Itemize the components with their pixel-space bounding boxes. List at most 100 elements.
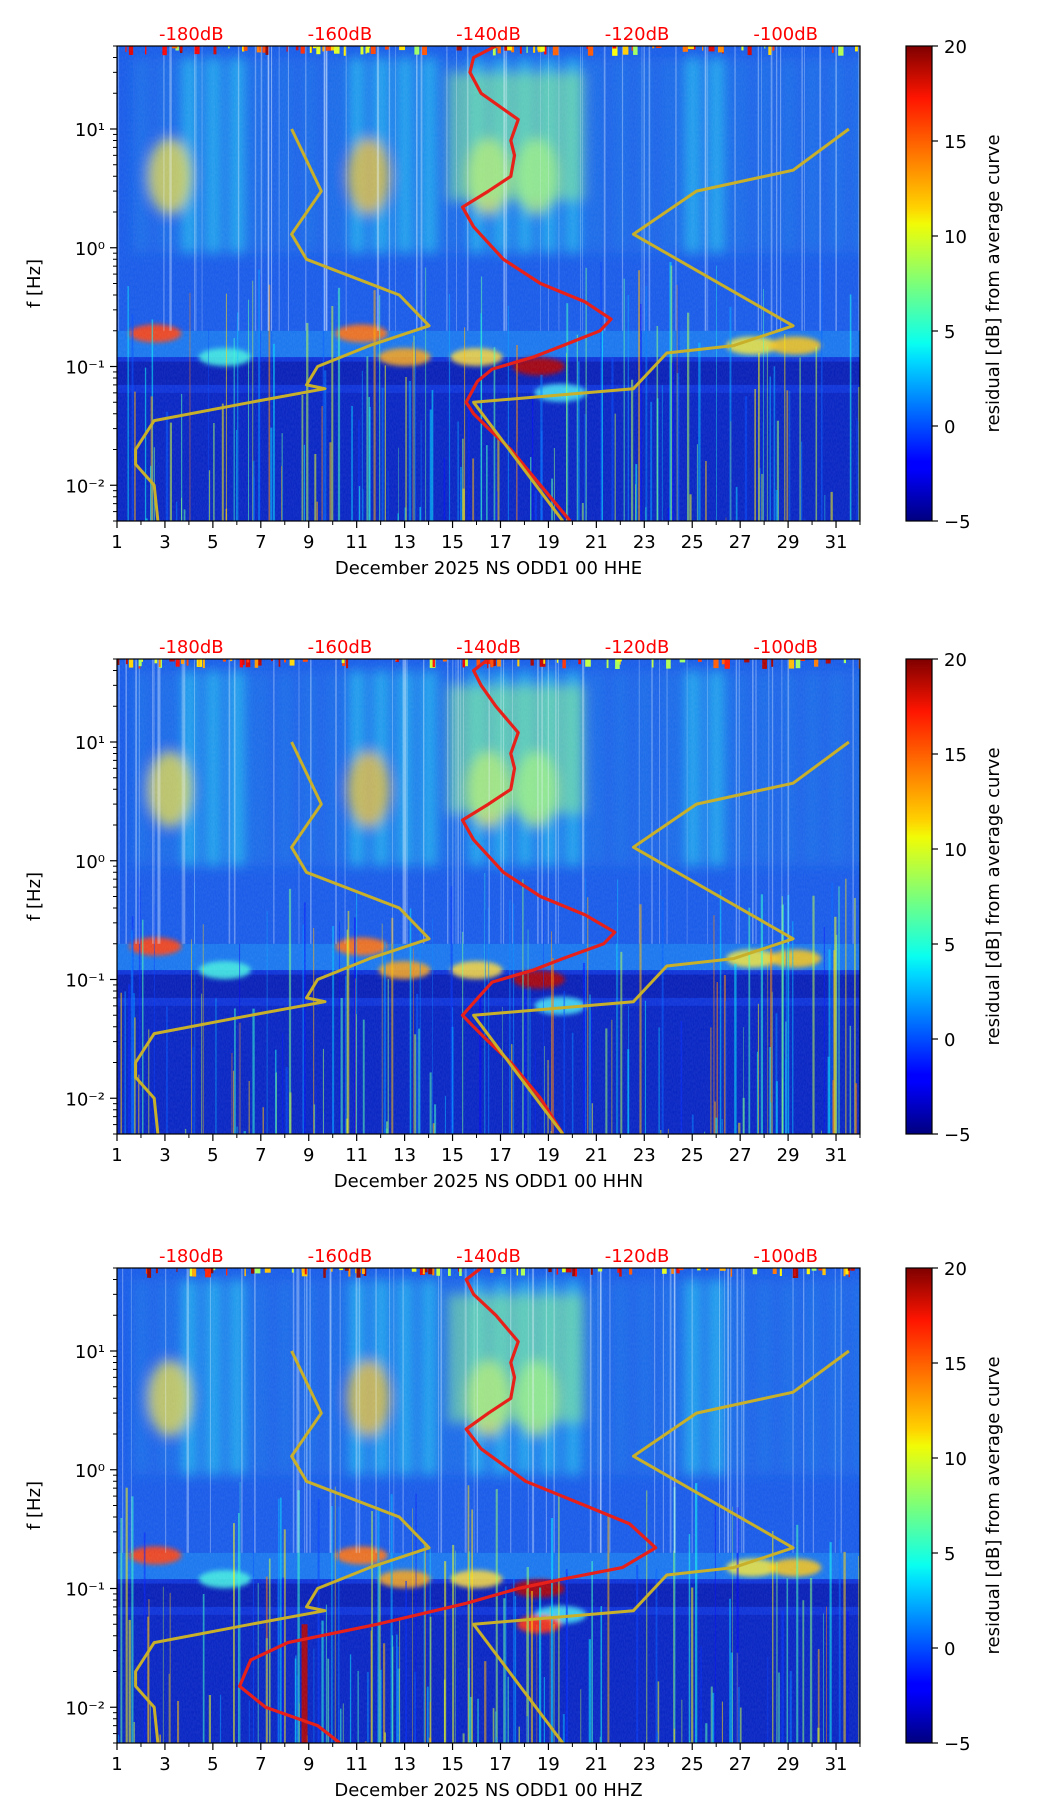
x-axis-label: December 2025 NS ODD1 00 HHE <box>335 558 642 579</box>
x-tick-label: 3 <box>159 532 170 553</box>
colorbar-tick-label: 20 <box>944 37 967 58</box>
curve-station-psd <box>238 1268 658 1743</box>
x-tick-label: 7 <box>255 532 266 553</box>
x-tick-label: 27 <box>729 1145 752 1166</box>
curve-station-psd <box>460 659 617 1134</box>
colorbar-frame <box>905 1267 933 1744</box>
x-tick-label: 13 <box>393 532 416 553</box>
speckle-texture <box>117 1268 860 1743</box>
db-scale-label: -100dB <box>753 637 818 658</box>
x-tick-label: 5 <box>207 1754 218 1775</box>
curve-noise-model-high <box>472 740 850 1134</box>
x-tick-label: 29 <box>777 532 800 553</box>
colorbar-tick-label: 5 <box>944 1544 955 1565</box>
x-axis-label: December 2025 NS ODD1 00 HHZ <box>334 1780 642 1801</box>
x-tick-label: 31 <box>825 1754 848 1775</box>
x-tick-label: 31 <box>825 1145 848 1166</box>
curve-noise-model-low <box>134 1350 431 1743</box>
x-tick-label: 7 <box>255 1754 266 1775</box>
speckle-texture <box>117 46 860 521</box>
x-tick-label: 29 <box>777 1754 800 1775</box>
db-scale-label: -160dB <box>308 637 373 658</box>
x-tick-label: 25 <box>681 1145 704 1166</box>
curve-station-psd <box>460 46 613 521</box>
y-tick-label: 10⁰ <box>75 852 105 873</box>
db-scale-label: -180dB <box>159 1246 224 1267</box>
x-tick-label: 21 <box>585 1754 608 1775</box>
db-scale-label: -180dB <box>159 637 224 658</box>
db-scale-label: -100dB <box>753 1246 818 1267</box>
colorbar-tick-label: 0 <box>944 1639 955 1660</box>
curve-noise-model-high <box>472 1349 850 1743</box>
x-tick-label: 9 <box>303 1145 314 1166</box>
y-tick-label: 10¹ <box>75 1342 105 1363</box>
x-tick-label: 7 <box>255 1145 266 1166</box>
x-tick-label: 15 <box>441 532 464 553</box>
x-tick-label: 5 <box>207 532 218 553</box>
speckle-texture <box>117 659 860 1134</box>
spectrogram-plot-area <box>117 659 860 1134</box>
colorbar-tick-label: 10 <box>944 227 967 248</box>
colorbar-tick-label: 15 <box>944 745 967 766</box>
x-tick-label: 23 <box>633 532 656 553</box>
x-tick-label: 11 <box>345 1145 368 1166</box>
x-tick-label: 21 <box>585 1145 608 1166</box>
colorbar-tick-label: −5 <box>944 1125 971 1146</box>
colorbar <box>906 1268 932 1743</box>
curve-noise-model-high <box>472 127 850 521</box>
y-tick-label: 10⁻² <box>65 1698 105 1719</box>
x-tick-label: 19 <box>537 532 560 553</box>
x-axis-label: December 2025 NS ODD1 00 HHN <box>334 1171 643 1192</box>
x-tick-label: 1 <box>111 1145 122 1166</box>
colorbar-tick-label: −5 <box>944 512 971 533</box>
spectrogram-plot-area <box>117 46 860 521</box>
db-scale-label: -100dB <box>753 24 818 45</box>
db-scale-label: -180dB <box>159 24 224 45</box>
x-tick-label: 19 <box>537 1754 560 1775</box>
colorbar-tick-label: −5 <box>944 1734 971 1755</box>
curve-noise-model-low <box>134 128 431 521</box>
db-scale-label: -120dB <box>605 1246 670 1267</box>
colorbar-label: residual [dB] from average curve <box>983 1356 1004 1654</box>
x-tick-label: 17 <box>489 532 512 553</box>
db-scale-label: -140dB <box>456 637 521 658</box>
x-tick-label: 13 <box>393 1754 416 1775</box>
db-scale-label: -160dB <box>308 24 373 45</box>
y-tick-label: 10⁰ <box>75 239 105 260</box>
colorbar-tick-label: 15 <box>944 132 967 153</box>
colorbar-tick-label: 10 <box>944 840 967 861</box>
x-tick-label: 3 <box>159 1754 170 1775</box>
x-tick-label: 21 <box>585 532 608 553</box>
y-tick-label: 10⁻² <box>65 1089 105 1110</box>
colorbar <box>906 659 932 1134</box>
colorbar-frame <box>905 45 933 522</box>
x-tick-label: 9 <box>303 1754 314 1775</box>
x-tick-label: 17 <box>489 1754 512 1775</box>
colorbar-frame <box>905 658 933 1135</box>
y-axis-label: f [Hz] <box>24 1481 45 1530</box>
colorbar-tick-label: 5 <box>944 322 955 343</box>
colorbar-tick-label: 20 <box>944 1259 967 1280</box>
y-tick-label: 10⁻² <box>65 476 105 497</box>
y-tick-label: 10⁰ <box>75 1461 105 1482</box>
y-axis-label: f [Hz] <box>24 259 45 308</box>
colorbar-tick-label: 0 <box>944 1030 955 1051</box>
x-tick-label: 11 <box>345 1754 368 1775</box>
db-scale-label: -120dB <box>605 637 670 658</box>
x-tick-label: 3 <box>159 1145 170 1166</box>
y-tick-label: 10⁻¹ <box>65 358 105 379</box>
x-tick-label: 19 <box>537 1145 560 1166</box>
colorbar-tick-label: 0 <box>944 417 955 438</box>
colorbar-label: residual [dB] from average curve <box>983 747 1004 1045</box>
x-tick-label: 11 <box>345 532 368 553</box>
x-tick-label: 15 <box>441 1145 464 1166</box>
x-tick-label: 1 <box>111 532 122 553</box>
spectrogram-plot-area <box>117 1268 860 1743</box>
db-scale-label: -120dB <box>605 24 670 45</box>
x-tick-label: 1 <box>111 1754 122 1775</box>
colorbar-tick-label: 15 <box>944 1354 967 1375</box>
